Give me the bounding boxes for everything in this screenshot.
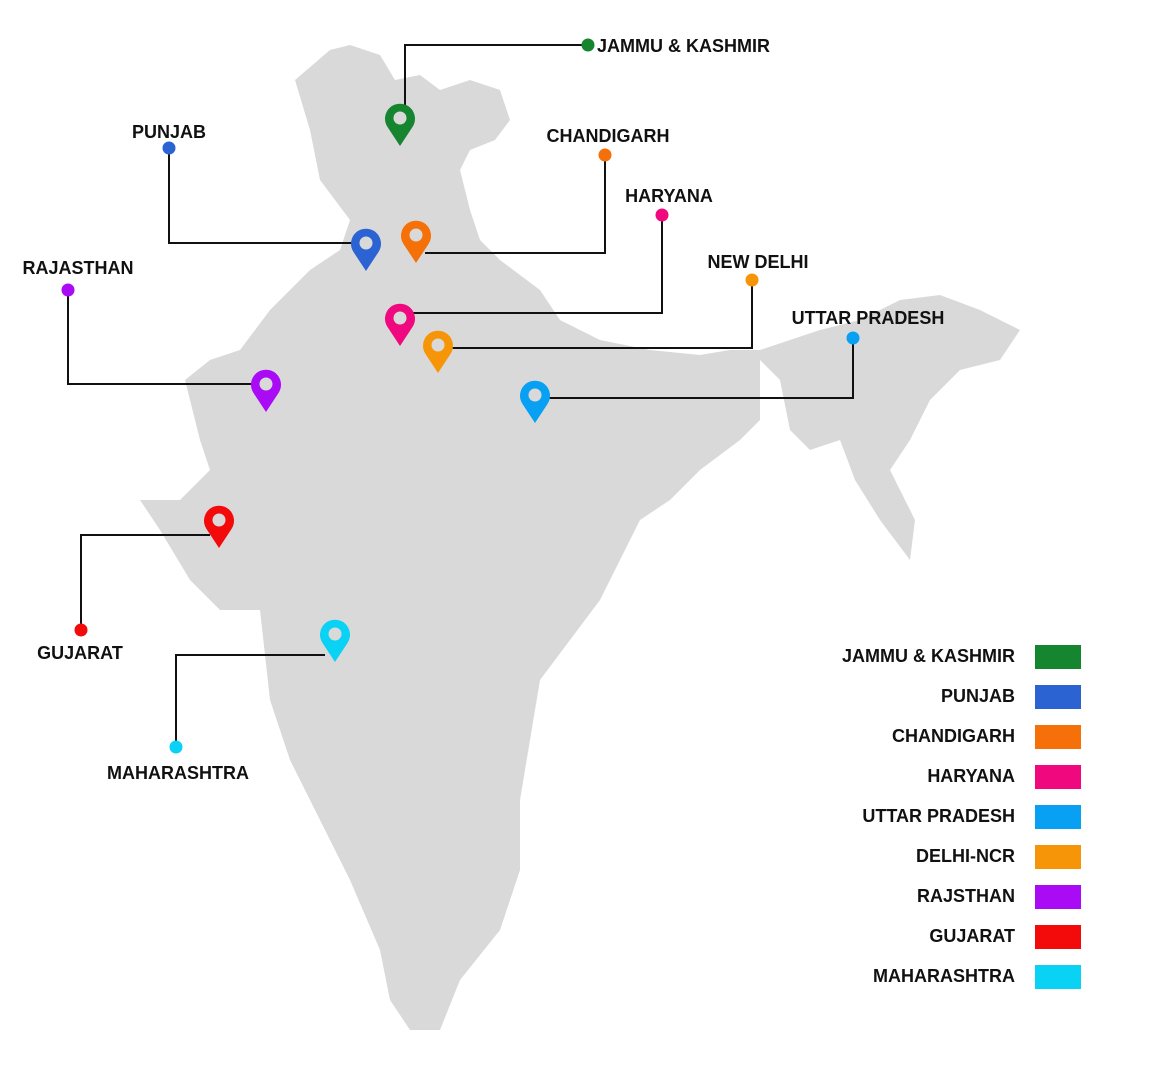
marker-label: GUJARAT [37,643,123,663]
map-pin [401,220,431,263]
location-marker: GUJARAT [37,505,234,663]
leader-line [545,338,854,399]
legend-label: GUJARAT [929,926,1015,946]
legend-label: CHANDIGARH [892,726,1015,746]
legend-swatch [1035,765,1081,789]
pin-center [259,377,273,391]
map-pin [385,303,415,346]
legend-label: MAHARASHTRA [873,966,1015,986]
leader-line [404,44,588,105]
pin-center [212,513,226,527]
location-marker: RAJASTHAN [22,258,281,412]
location-marker: PUNJAB [132,122,382,271]
leader-line [80,534,210,630]
legend-label: HARYANA [927,766,1015,786]
legend-label: UTTAR PRADESH [862,806,1015,826]
marker-dot [745,273,759,287]
marker-label: NEW DELHI [708,252,809,272]
legend-label: DELHI-NCR [916,846,1015,866]
location-marker: NEW DELHI [423,252,809,373]
legend-swatch [1035,925,1081,949]
legend-label: PUNJAB [941,686,1015,706]
marker-dot [846,331,860,345]
marker-label: JAMMU & KASHMIR [597,36,770,56]
map-pin [385,103,415,146]
legend-label: JAMMU & KASHMIR [842,646,1015,666]
marker-dot [655,208,669,222]
marker-dot [74,623,88,637]
pin-center [393,111,407,125]
legend-swatch [1035,725,1081,749]
location-marker: UTTAR PRADESH [520,308,944,423]
marker-label: HARYANA [625,186,713,206]
pin-center [393,311,407,325]
markers: JAMMU & KASHMIR PUNJAB CHANDIGARH HARYANA NE… [22,36,944,783]
legend-swatch [1035,965,1081,989]
marker-dot [162,141,176,155]
marker-label: RAJASTHAN [22,258,133,278]
map-pin [520,380,551,423]
legend-label: RAJSTHAN [917,886,1015,906]
legend-swatch [1035,885,1081,909]
marker-label: MAHARASHTRA [107,763,249,783]
location-marker: HARYANA [385,186,713,346]
location-marker: CHANDIGARH [401,126,670,263]
legend: JAMMU & KASHMIR PUNJAB CHANDIGARH HARYANA UT… [842,645,1081,989]
leader-line [67,290,255,385]
leader-line [175,654,325,747]
legend-swatch [1035,845,1081,869]
leader-line [425,155,606,254]
pin-center [328,627,342,641]
leader-line [410,215,663,314]
legend-swatch [1035,645,1081,669]
location-marker: JAMMU & KASHMIR [385,36,770,146]
leader-line [450,280,753,349]
marker-dot [169,740,183,754]
pin-center [359,236,373,250]
marker-dot [581,38,595,52]
pin-center [431,338,445,352]
map-pin [423,330,454,373]
marker-label: CHANDIGARH [547,126,670,146]
country-outline [140,45,1020,1030]
map-pin [251,369,281,412]
map-pin [204,505,234,548]
leader-line [168,148,352,244]
marker-label: PUNJAB [132,122,206,142]
pin-center [528,388,542,402]
map-pin [351,228,382,271]
marker-label: UTTAR PRADESH [792,308,945,328]
marker-dot [598,148,612,162]
marker-dot [61,283,75,297]
pin-center [409,228,423,242]
legend-swatch [1035,805,1081,829]
map-pin [320,619,351,662]
legend-swatch [1035,685,1081,709]
location-marker: MAHARASHTRA [107,619,351,783]
